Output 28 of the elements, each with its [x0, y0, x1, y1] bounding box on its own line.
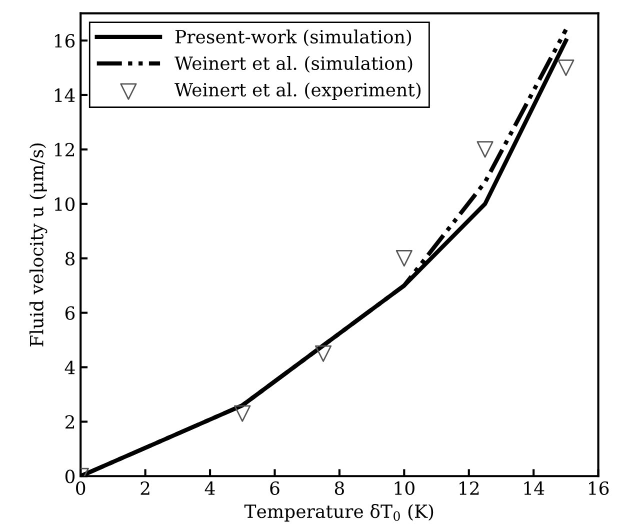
y-tick-label: 4	[64, 360, 75, 374]
x-tick-label: 6	[270, 481, 280, 495]
point	[314, 345, 332, 362]
x-tick-label: 10	[394, 481, 414, 495]
y-tick-label: 6	[65, 306, 75, 320]
x-tick-label: 2	[140, 481, 150, 495]
legend-label: Weinert et al. (simulation)	[174, 56, 412, 73]
y-tick-label: 10	[54, 197, 75, 211]
y-tick-label: 2	[65, 415, 74, 429]
y-tick-label: 0	[65, 470, 75, 484]
x-tick-label: 14	[524, 481, 544, 495]
x-tick-label: 16	[589, 481, 609, 495]
y-tick-label: 14	[54, 88, 75, 102]
point	[476, 141, 494, 158]
x-axis-title: Temperature δT$_{0}$ (K)	[244, 504, 434, 522]
x-tick-label: 12	[460, 481, 479, 495]
y-axis-title: Fluid velocity u (μm/s)	[29, 144, 48, 346]
y-tick-label: 8	[65, 252, 75, 266]
x-tick-label: 4	[204, 481, 215, 495]
point	[234, 405, 251, 422]
x-tick-label: 0	[76, 481, 86, 495]
x-tick-label: 8	[334, 481, 344, 495]
legend-label: Present-work (simulation)	[175, 30, 412, 46]
legend-label: Weinert et al. (experiment)	[174, 82, 421, 100]
y-tick-label: 12	[54, 142, 74, 156]
point	[396, 250, 412, 267]
point	[558, 59, 574, 76]
y-tick-label: 16	[54, 34, 75, 48]
